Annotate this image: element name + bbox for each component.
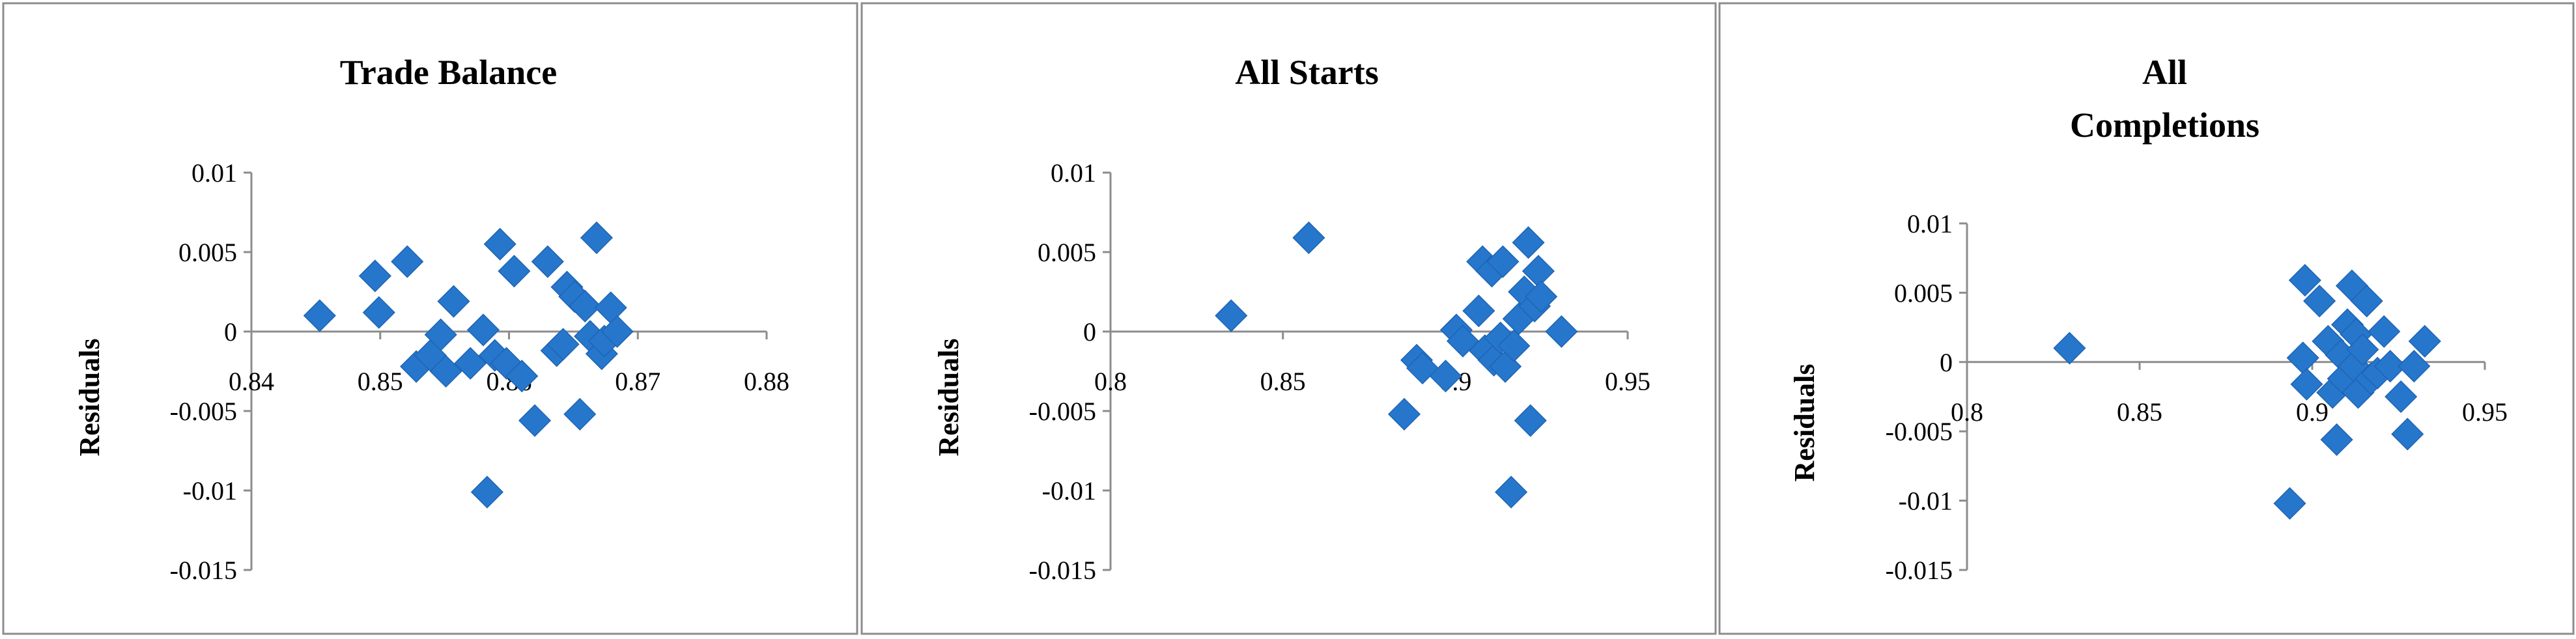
data-point — [454, 347, 487, 380]
data-point — [1512, 226, 1545, 259]
x-tick-label: 0.8 — [1094, 367, 1127, 396]
y-tick-label: 0 — [224, 317, 237, 347]
y-tick-label: -0.01 — [183, 476, 237, 505]
chart-title: All Completions — [2070, 53, 2259, 145]
data-point — [580, 221, 614, 255]
data-point — [358, 259, 391, 292]
x-tick-label: 0.88 — [744, 367, 789, 396]
y-tick-label: -0.01 — [1899, 487, 1953, 516]
y-tick-label: -0.005 — [1029, 397, 1096, 426]
data-point — [518, 404, 552, 437]
data-point — [1429, 360, 1462, 393]
data-point — [498, 255, 531, 288]
data-point — [424, 318, 457, 351]
panel-border — [2, 2, 858, 635]
data-point — [2391, 418, 2424, 451]
data-point — [2368, 315, 2401, 348]
y-tick-label: 0.01 — [191, 158, 237, 188]
x-tick-label: 0.85 — [358, 367, 403, 396]
x-tick-label: 0.84 — [229, 367, 274, 396]
chart-panel-3: All Completions 0.01 0.005 0 -0.005 -0.01 -0.01… — [1718, 2, 2575, 635]
x-tick-label: 0.85 — [2117, 397, 2162, 427]
data-point — [437, 285, 470, 318]
data-point — [1215, 299, 1248, 332]
data-point — [1495, 476, 1528, 509]
chart-title: Trade Balance — [340, 53, 557, 92]
y-axis-label: Residuals — [74, 339, 106, 457]
data-point — [470, 476, 503, 509]
y-tick-label: -0.015 — [1886, 556, 1953, 585]
y-tick-label: -0.01 — [1042, 476, 1096, 505]
data-point — [1489, 350, 1522, 383]
chart-panel-2: All Starts 0.01 0.005 0 -0.005 -0.01 -0.015 0.8… — [860, 2, 1717, 635]
data-point — [569, 289, 602, 323]
data-point — [531, 245, 564, 278]
chart-panel-1: Trade Balance 0.01 0.005 0 -0.005 -0.01 -0.015… — [2, 2, 858, 635]
data-point — [1497, 329, 1531, 363]
data-point — [2288, 264, 2321, 297]
y-tick-label: 0.005 — [1894, 278, 1953, 307]
data-point — [2053, 332, 2086, 365]
x-tick-label: 0.87 — [615, 367, 660, 396]
data-point — [2290, 367, 2323, 401]
y-tick-label: 0 — [1083, 317, 1096, 347]
x-tick-label: 0.8 — [1951, 397, 1983, 427]
data-point — [362, 296, 395, 329]
data-point — [429, 354, 462, 388]
data-point — [2408, 324, 2441, 358]
data-point — [601, 315, 634, 348]
data-point — [1486, 245, 1520, 278]
data-point — [1406, 352, 1439, 385]
data-point — [1292, 221, 1325, 255]
data-point — [1462, 294, 1495, 328]
data-point — [466, 313, 500, 347]
y-tick-label: 0.01 — [1051, 158, 1096, 188]
data-point — [2346, 333, 2379, 366]
data-point — [2385, 380, 2418, 414]
data-point — [2273, 487, 2306, 520]
y-tick-label: -0.015 — [1029, 556, 1096, 585]
y-tick-label: 0.005 — [178, 238, 237, 267]
x-tick-label: 0.95 — [1605, 367, 1650, 396]
y-tick-label: 0.005 — [1038, 238, 1096, 267]
data-point — [1514, 404, 1547, 437]
data-point — [2373, 350, 2407, 383]
data-point — [2320, 423, 2353, 457]
data-point — [2303, 285, 2336, 318]
y-tick-label: -0.005 — [170, 397, 237, 426]
data-point — [546, 328, 580, 361]
data-point — [303, 299, 336, 332]
data-point — [563, 397, 597, 431]
y-tick-label: 0.01 — [1907, 209, 1953, 238]
x-tick-label: 0.9 — [2296, 397, 2328, 427]
data-point — [1446, 324, 1480, 358]
data-point — [1387, 397, 1421, 431]
data-point — [2398, 350, 2431, 383]
data-point — [483, 227, 517, 261]
y-tick-label: -0.005 — [1886, 417, 1953, 446]
y-axis-label: Residuals — [1789, 364, 1820, 482]
x-tick-label: 0.95 — [2462, 397, 2508, 427]
data-point — [505, 360, 539, 393]
x-tick-label: 0.85 — [1260, 367, 1306, 396]
data-point — [2350, 285, 2383, 318]
data-point — [391, 245, 424, 278]
y-tick-label: 0 — [1940, 348, 1953, 377]
panel-border — [860, 2, 1717, 635]
data-point — [1525, 280, 1558, 313]
panel-border — [1718, 2, 2575, 635]
y-tick-label: -0.015 — [170, 556, 237, 585]
data-point — [1545, 315, 1578, 348]
y-axis-label: Residuals — [933, 339, 965, 457]
chart-title: All Starts — [1235, 53, 1378, 92]
